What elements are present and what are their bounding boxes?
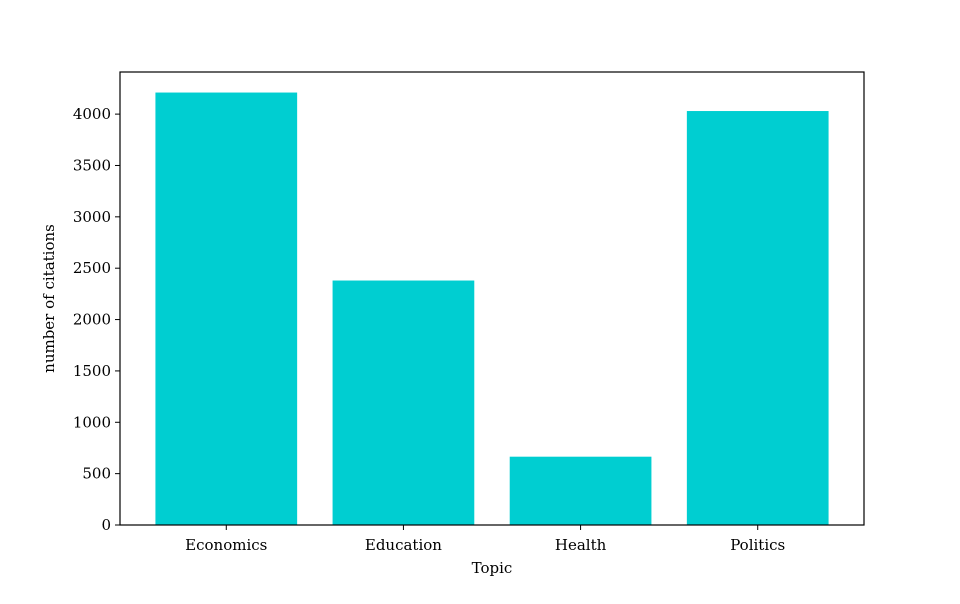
bar-education bbox=[332, 280, 475, 525]
x-tick-label: Health bbox=[555, 536, 607, 554]
x-tick-label: Education bbox=[365, 536, 442, 554]
bar-economics bbox=[155, 92, 298, 525]
bars-layer bbox=[155, 92, 829, 526]
y-tick-label: 1000 bbox=[73, 413, 111, 431]
y-tick-label: 500 bbox=[82, 465, 111, 483]
bar-politics bbox=[686, 111, 829, 526]
x-axis-label: Topic bbox=[472, 559, 513, 577]
x-tick-label: Politics bbox=[730, 536, 785, 554]
x-tick-label: Economics bbox=[185, 536, 267, 554]
y-tick-label: 1500 bbox=[73, 362, 111, 380]
plot-frame bbox=[119, 71, 865, 526]
y-tick-label: 3000 bbox=[73, 208, 111, 226]
y-axis-ticks: 0 500 1000 1500 2000 2500 3000 3500 4000 bbox=[73, 105, 120, 534]
y-tick-label: 2500 bbox=[73, 259, 111, 277]
y-axis-label: number of citations bbox=[40, 224, 58, 373]
y-tick-label: 3500 bbox=[73, 156, 111, 174]
y-tick-label: 4000 bbox=[73, 105, 111, 123]
y-tick-label: 0 bbox=[101, 516, 111, 534]
bar-health bbox=[509, 456, 652, 525]
x-axis-ticks: Economics Education Health Politics bbox=[185, 525, 785, 554]
y-tick-label: 2000 bbox=[73, 311, 111, 329]
